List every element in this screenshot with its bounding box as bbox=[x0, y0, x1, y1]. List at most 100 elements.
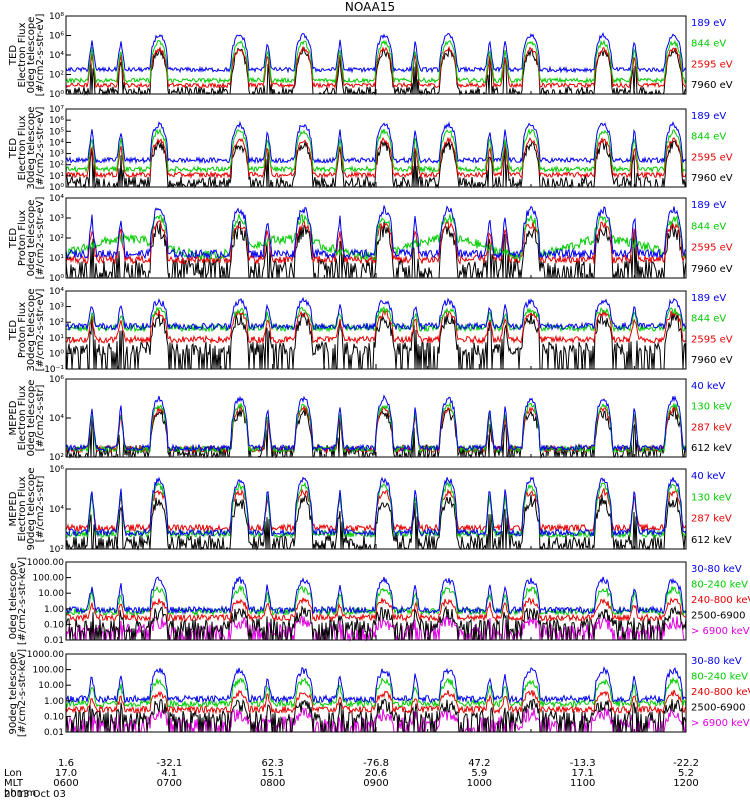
y-axis-label-line: TED bbox=[8, 138, 19, 159]
footer-mlt-value: 17.1 bbox=[572, 768, 594, 779]
footer-mlt-value: 17.0 bbox=[55, 768, 77, 779]
y-tick-label: 10⁴ bbox=[49, 194, 64, 204]
footer-mlt-value: 4.1 bbox=[161, 768, 177, 779]
legend-entry: 287 keV bbox=[691, 422, 732, 433]
y-tick-label: 10¹ bbox=[49, 172, 64, 182]
legend-entry: 80-240 keV bbox=[691, 580, 748, 591]
series-line-2595-ev bbox=[65, 308, 687, 345]
panel-7: 0.01 0.10 1.00 10.00 100.00 1000.00 0deg teles… bbox=[8, 557, 750, 646]
legend-entry: 844 eV bbox=[691, 221, 726, 232]
y-tick-label: 10⁰ bbox=[49, 274, 64, 284]
y-tick-label: 10⁵ bbox=[49, 127, 64, 137]
y-tick-label: 0.01 bbox=[44, 728, 64, 738]
y-tick-label: 1000.00 bbox=[27, 650, 64, 660]
legend-entry: 30-80 keV bbox=[691, 564, 742, 575]
footer-hhmm-value: 1200 bbox=[673, 778, 698, 789]
series-line-30-80-kev bbox=[65, 666, 687, 705]
legend-entry: 80-240 keV bbox=[691, 672, 748, 683]
y-tick-label: 10⁰ bbox=[49, 183, 64, 193]
y-tick-label: 10⁰ bbox=[49, 349, 64, 359]
series-line-2500-6900 bbox=[65, 605, 687, 641]
series-line-189-ev bbox=[65, 205, 687, 260]
y-axis-label-line: MEPED bbox=[8, 400, 19, 435]
y-axis-label-line: [#/cm2-s-str-keV] bbox=[17, 557, 28, 645]
legend-entry: 844 eV bbox=[691, 314, 726, 325]
panel-frame bbox=[65, 468, 687, 550]
y-axis-label-line: Electron Flux bbox=[17, 115, 28, 180]
legend-entry: 844 eV bbox=[691, 39, 726, 50]
legend-entry: 189 eV bbox=[691, 293, 726, 304]
y-tick-label: 100.00 bbox=[33, 666, 65, 676]
series-line-189-ev bbox=[65, 296, 687, 332]
series-line-7960-ev bbox=[65, 311, 687, 370]
y-tick-label: 10² bbox=[49, 71, 64, 81]
y-axis-label-line: [#/cm2-s-str-keV] bbox=[17, 649, 28, 737]
series-line-189-ev bbox=[65, 31, 687, 74]
y-tick-label: 10⁴ bbox=[49, 505, 64, 515]
legend-entry: 40 keV bbox=[691, 471, 725, 482]
legend-entry: 7960 eV bbox=[691, 80, 733, 91]
y-tick-label: 10⁷ bbox=[49, 105, 64, 115]
series-line-844-ev bbox=[65, 39, 687, 85]
legend-entry: 7960 eV bbox=[691, 355, 733, 366]
footer-mlt-value: 15.1 bbox=[262, 768, 284, 779]
legend-entry: 844 eV bbox=[691, 132, 726, 143]
footer-row-label: Lon bbox=[4, 768, 22, 779]
y-tick-label: 10⁸ bbox=[49, 12, 64, 22]
y-axis-label-line: Proton Flux bbox=[17, 210, 28, 266]
legend-entry: 7960 eV bbox=[691, 264, 733, 275]
y-tick-label: 10⁴ bbox=[49, 51, 64, 61]
series-line-40-kev bbox=[65, 476, 687, 538]
legend-entry: 40 keV bbox=[691, 381, 725, 392]
y-axis-label-line: [#/cm2-s-str] bbox=[35, 475, 46, 542]
legend-entry: 612 keV bbox=[691, 535, 732, 546]
legend-entry: 2500-6900 bbox=[691, 611, 746, 622]
y-tick-label: 100.00 bbox=[33, 574, 65, 584]
footer-hhmm-value: 0900 bbox=[363, 778, 388, 789]
y-axis-label-line: 0deg telescope bbox=[26, 200, 37, 277]
legend-entry: 2595 eV bbox=[691, 59, 733, 70]
y-axis-label-line: 0deg telescope bbox=[26, 380, 37, 457]
legend-entry: 130 keV bbox=[691, 492, 732, 503]
footer-hhmm-value: 1100 bbox=[570, 778, 595, 789]
footer-hhmm-value: 0800 bbox=[260, 778, 285, 789]
legend-entry: > 6900 keV bbox=[691, 626, 750, 637]
legend-entry: 2595 eV bbox=[691, 152, 733, 163]
figure-title: NOAA15 bbox=[345, 0, 395, 14]
y-axis-label-line: MEPED bbox=[8, 491, 19, 526]
y-axis-label-line: [#/cm2-s-str-eV] bbox=[35, 14, 46, 97]
y-tick-label: 0.10 bbox=[44, 712, 64, 722]
y-tick-label: 10⁴ bbox=[49, 414, 64, 424]
y-tick-label: 10⁻¹ bbox=[44, 365, 64, 375]
footer-lon-value: 62.3 bbox=[262, 758, 284, 769]
y-axis-label-line: Electron Flux bbox=[17, 476, 28, 541]
series-line-240-800-kev bbox=[65, 597, 687, 623]
y-axis-label-line: Electron Flux bbox=[17, 22, 28, 87]
y-axis-label-line: 0deg telescope bbox=[26, 17, 37, 94]
y-axis-label-line: 30deg telescope bbox=[26, 106, 37, 189]
y-tick-label: 10² bbox=[49, 234, 64, 244]
series-line-189-ev bbox=[65, 120, 687, 165]
y-tick-label: 10³ bbox=[49, 303, 64, 313]
y-tick-label: 10³ bbox=[49, 214, 64, 224]
legend-entry: 2500-6900 bbox=[691, 703, 746, 714]
footer-hhmm-value: 1000 bbox=[467, 778, 492, 789]
series-line-30-80-kev bbox=[65, 576, 687, 615]
y-tick-label: 10² bbox=[49, 318, 64, 328]
y-axis-label-line: 30deg telescope bbox=[26, 288, 37, 371]
y-tick-label: 10² bbox=[49, 545, 64, 555]
footer-mlt-value: 20.6 bbox=[365, 768, 387, 779]
legend-entry: 189 eV bbox=[691, 200, 726, 211]
y-axis-label-line: [#/cm2-s-str-eV] bbox=[35, 289, 46, 372]
y-axis-label-line: [#/cm2-s-str] bbox=[35, 384, 46, 451]
y-tick-label: 10⁴ bbox=[49, 138, 64, 148]
legend-entry: 2595 eV bbox=[691, 243, 733, 254]
y-tick-label: 10.00 bbox=[38, 681, 64, 691]
